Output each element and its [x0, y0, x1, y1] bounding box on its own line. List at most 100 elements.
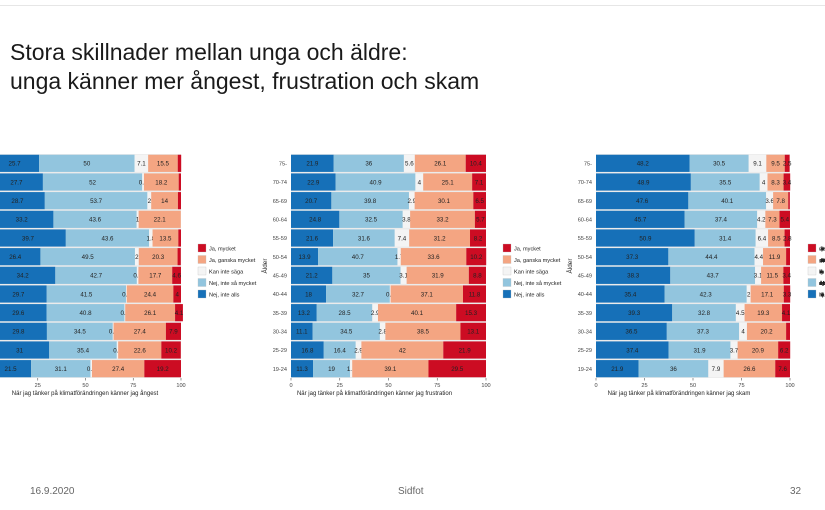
bar-segment: [408, 192, 415, 210]
data-label: 2.8: [378, 329, 387, 336]
data-label: 0.7: [113, 347, 122, 354]
legend-label: Ja, ganska mycket: [209, 258, 256, 264]
data-label: 22.1: [154, 217, 167, 224]
data-label: 33.2: [16, 217, 29, 224]
data-label: 3.1: [399, 273, 408, 280]
bar-segment: [596, 341, 669, 359]
data-label: 25.7: [9, 161, 22, 168]
x-tick-label: 0: [594, 383, 597, 389]
bar-segment: [291, 173, 336, 191]
bar-segment: [596, 192, 689, 210]
bar-segment: [126, 285, 174, 303]
data-label: 21.9: [611, 366, 624, 373]
legend-swatch: [807, 289, 817, 299]
data-label: 0.4: [122, 291, 131, 298]
bar-segment: [596, 154, 690, 172]
legend-swatch: [502, 255, 512, 264]
bar-segment: [668, 341, 731, 359]
bar-segment: [763, 248, 787, 266]
data-label: 38.3: [627, 273, 640, 280]
category-tick-label: 40-44: [273, 292, 287, 298]
legend-label: Ja, mycket: [819, 247, 825, 253]
data-label: 7.9: [169, 329, 178, 336]
bar-segment: [596, 229, 695, 247]
bar-segment: [333, 154, 404, 172]
data-label: 8.3: [771, 179, 780, 186]
bar-segment: [596, 304, 673, 322]
data-label: 3.4: [783, 179, 792, 186]
data-label: 31.9: [693, 347, 706, 354]
category-tick-label: 19-24: [273, 367, 287, 373]
data-label: 53.7: [90, 198, 103, 205]
bar-segment: [596, 285, 665, 303]
data-label: 28.5: [339, 310, 352, 317]
bar-segment: [394, 229, 410, 247]
bar-segment: [428, 360, 486, 378]
data-label: 5.6: [405, 161, 414, 168]
bar-segment: [291, 285, 327, 303]
bar-segment: [389, 285, 391, 303]
data-label: 42: [399, 347, 406, 354]
bar-segment: [147, 192, 152, 210]
bar-segment: [470, 229, 486, 247]
bar-segment: [783, 285, 791, 303]
bar-segment: [333, 229, 395, 247]
bar-segment: [113, 322, 166, 340]
bar-segment: [39, 154, 135, 172]
data-label: 34.2: [17, 273, 30, 280]
data-label: 47.6: [636, 198, 649, 205]
x-tick-label: 25: [641, 383, 647, 389]
category-tick-label: 75-: [279, 162, 287, 168]
plot-background: [0, 154, 181, 378]
bar-segment: [291, 248, 319, 266]
title-line-2: unga känner mer ångest, frustration och …: [10, 68, 480, 94]
bar-segment: [46, 285, 126, 303]
legend-label: Nej, inte så mycket: [514, 280, 562, 287]
legend-swatch: [502, 278, 512, 287]
bar-segment: [291, 322, 313, 340]
data-label: 7.1: [475, 179, 484, 186]
data-label: 7.3: [768, 217, 777, 224]
bar-segment: [172, 266, 181, 284]
category-tick-label: 50-54: [273, 255, 287, 261]
data-label: 26.1: [144, 310, 157, 317]
bar-segment: [403, 154, 415, 172]
data-label: 42.3: [700, 291, 713, 298]
bar-segment: [312, 322, 380, 340]
legend-label: Nej, inte alls: [209, 293, 240, 299]
data-label: 7.4: [398, 235, 407, 242]
bar-segment: [165, 322, 181, 340]
bar-segment: [786, 322, 790, 340]
bar-segment: [152, 229, 179, 247]
bar-segment: [596, 210, 685, 228]
category-tick-label: 65-69: [578, 199, 592, 205]
data-label: 13.2: [298, 310, 311, 317]
bar-segment: [118, 341, 162, 359]
bar-segment: [750, 285, 784, 303]
x-tick-label: 100: [785, 383, 794, 389]
data-label: 3.3: [783, 291, 792, 298]
bar-segment: [783, 266, 790, 284]
footer-center: Sidfot: [398, 486, 424, 497]
bar-segment: [596, 322, 667, 340]
bar-segment: [326, 285, 390, 303]
legend-swatch: [502, 243, 512, 253]
data-label: 34.5: [74, 329, 87, 336]
data-label: 36.5: [625, 329, 638, 336]
bar-segment: [316, 304, 373, 322]
bar-segment: [136, 266, 139, 284]
bar-segment: [42, 173, 143, 191]
bar-segment: [730, 341, 738, 359]
bar-segment: [124, 304, 126, 322]
data-label: 4.1: [175, 310, 184, 317]
legend-swatch: [807, 243, 817, 253]
data-label: 43.7: [707, 273, 720, 280]
bar-segment: [768, 229, 785, 247]
category-tick-label: 70-74: [273, 180, 287, 186]
category-tick-label: 40-44: [578, 292, 592, 298]
bar-segment: [765, 210, 780, 228]
data-label: 26.4: [9, 254, 22, 261]
bar-segment: [91, 360, 145, 378]
data-label: 19: [328, 366, 335, 373]
bar-segment: [55, 266, 137, 284]
